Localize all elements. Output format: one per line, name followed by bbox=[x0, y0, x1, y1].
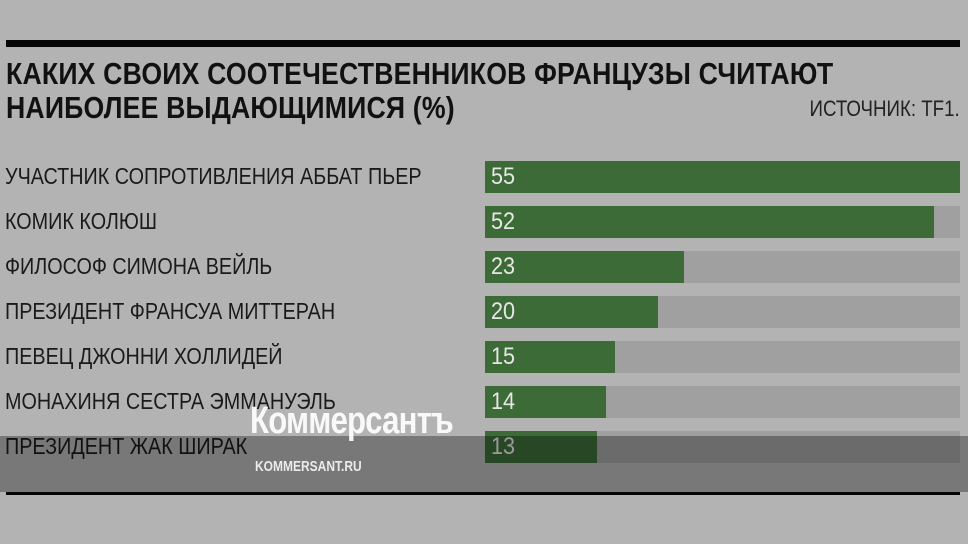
watermark-logo: Коммерсантъ bbox=[250, 400, 454, 442]
watermark-overlay-band bbox=[0, 436, 968, 492]
bar: 14 bbox=[485, 386, 606, 418]
category-label: ПЕВЕЦ ДЖОННИ ХОЛЛИДЕЙ bbox=[5, 343, 283, 369]
watermark-site: KOMMERSANT.RU bbox=[255, 458, 362, 475]
value-label: 52 bbox=[491, 208, 516, 235]
bar-track: 20 bbox=[485, 296, 960, 328]
bar: 13 bbox=[485, 431, 598, 463]
bar: 55 bbox=[485, 161, 960, 193]
bar-track: 52 bbox=[485, 206, 960, 238]
category-label: УЧАСТНИК СОПРОТИВЛЕНИЯ АББАТ ПЬЕР bbox=[5, 163, 422, 189]
bar-track: 13 bbox=[485, 431, 960, 463]
bar: 23 bbox=[485, 251, 684, 283]
category-label: КОМИК КОЛЮШ bbox=[5, 208, 157, 234]
category-label: МОНАХИНЯ СЕСТРА ЭММАНУЭЛЬ bbox=[5, 388, 336, 414]
bar-track: 23 bbox=[485, 251, 960, 283]
value-label: 55 bbox=[491, 163, 516, 190]
category-label: ФИЛОСОФ СИМОНА ВЕЙЛЬ bbox=[5, 253, 273, 279]
value-label: 15 bbox=[491, 343, 516, 370]
category-label: ПРЕЗИДЕНТ ФРАНСУА МИТТЕРАН bbox=[5, 298, 336, 324]
category-label: ПРЕЗИДЕНТ ЖАК ШИРАК bbox=[5, 433, 248, 459]
value-label: 20 bbox=[491, 298, 516, 325]
bar: 15 bbox=[485, 341, 615, 373]
bar: 52 bbox=[485, 206, 935, 238]
bar: 20 bbox=[485, 296, 658, 328]
bottom-rule bbox=[6, 492, 960, 495]
bar-track: 55 bbox=[485, 161, 960, 193]
top-rule bbox=[6, 40, 960, 47]
chart-title-line-2: НАИБОЛЕЕ ВЫДАЮЩИМИСЯ (%) bbox=[6, 90, 455, 125]
chart-title-line-1: КАКИХ СВОИХ СООТЕЧЕСТВЕННИКОВ ФРАНЦУЗЫ С… bbox=[6, 56, 834, 91]
bar-track: 15 bbox=[485, 341, 960, 373]
value-label: 14 bbox=[491, 388, 516, 415]
source-note: ИСТОЧНИК: TF1. bbox=[809, 96, 960, 121]
bar-track: 14 bbox=[485, 386, 960, 418]
value-label: 23 bbox=[491, 253, 516, 280]
value-label: 13 bbox=[491, 433, 516, 460]
